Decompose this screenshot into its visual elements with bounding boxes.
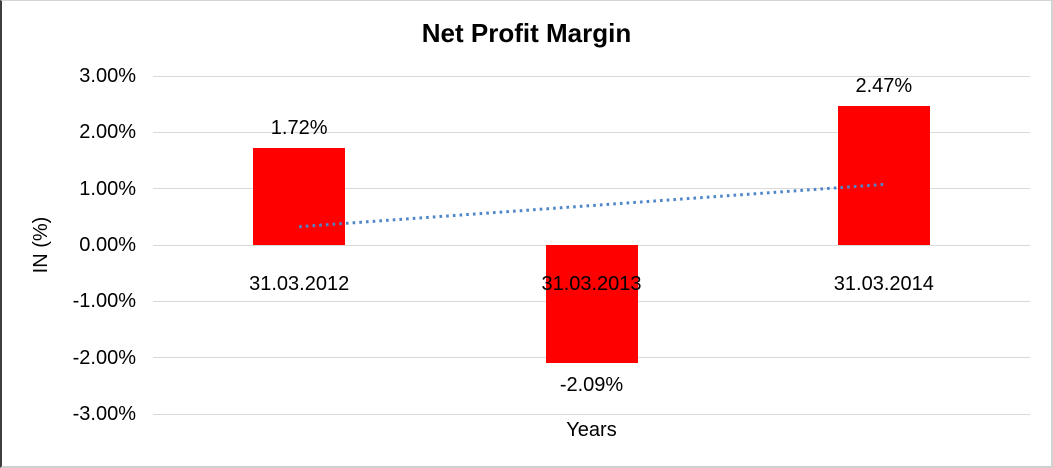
- gridline: [153, 413, 1030, 415]
- y-tick-label: 2.00%: [79, 121, 136, 144]
- y-tick-label: 0.00%: [79, 234, 136, 256]
- bar-data-label: -2.09%: [559, 373, 624, 396]
- y-tick-label: -1.00%: [72, 290, 136, 313]
- gridline: [153, 131, 1030, 133]
- trendline-segment: [299, 182, 884, 229]
- y-tick-label: 1.00%: [79, 177, 136, 200]
- trendline: [299, 182, 884, 229]
- y-tick-label: -3.00%: [72, 403, 136, 425]
- bar: [253, 148, 346, 245]
- bar: [837, 105, 930, 245]
- category-label: 31.03.2013: [541, 273, 642, 295]
- bar-data-label: 1.72%: [270, 117, 328, 140]
- bar: [545, 245, 638, 363]
- category-label: 31.03.2014: [833, 273, 934, 295]
- x-axis-title: Years: [566, 419, 617, 441]
- bar-data-label: 2.47%: [855, 74, 913, 97]
- gridline: [153, 188, 1030, 190]
- chart-title: Net Profit Margin: [421, 18, 632, 48]
- category-label: 31.03.2012: [249, 273, 350, 295]
- y-tick-label: 3.00%: [79, 65, 136, 87]
- y-tick-label: -2.00%: [72, 346, 136, 369]
- plot-area: 31.03.2012 31.03.2013 31.03.2014 1.72% -2.09…: [153, 74, 1030, 415]
- gridline: [153, 75, 1030, 77]
